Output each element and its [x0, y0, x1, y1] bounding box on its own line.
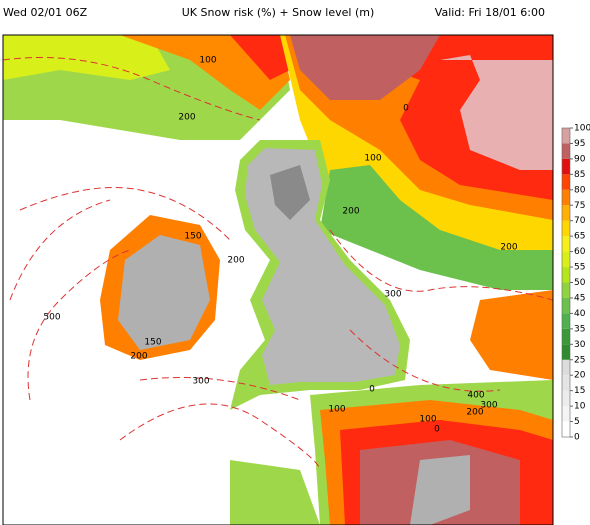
- colorbar-label: 40: [574, 309, 586, 319]
- colorbar-swatch: [562, 158, 570, 175]
- contour-label: 0: [369, 385, 375, 395]
- contour: [329, 229, 553, 301]
- colorbar-swatch: [562, 313, 570, 329]
- header-run: Wed 02/01 06Z: [3, 6, 88, 19]
- land-high: [270, 165, 310, 220]
- colorbar-label: 70: [574, 216, 586, 226]
- snow-band: [3, 35, 170, 80]
- contour-label: 150: [184, 232, 201, 242]
- colorbar-swatch: [562, 390, 570, 407]
- contour-label: 0: [403, 104, 409, 114]
- colorbar-swatch: [562, 267, 570, 283]
- colorbar-label: 10: [574, 402, 586, 412]
- contour-label: 150: [144, 338, 161, 348]
- contour-label: 200: [466, 408, 483, 418]
- colorbar-swatch: [562, 375, 570, 391]
- colorbar-swatch: [562, 282, 570, 298]
- contour-label: 300: [192, 377, 209, 387]
- land: [118, 235, 210, 350]
- contour-label: 200: [227, 256, 244, 266]
- colorbar-label: 95: [574, 139, 585, 149]
- colorbar-swatch: [562, 189, 570, 206]
- colorbar-swatch: [562, 328, 570, 345]
- contour: [119, 403, 321, 471]
- contour-label: 100: [328, 405, 345, 415]
- snow-band: [230, 460, 320, 525]
- colorbar: 0 5 10 15 20 25 30 35 40 45 50 55 60 65 70 75 80 85 90 95 10…: [561, 124, 590, 443]
- colorbar-label: 90: [574, 154, 586, 164]
- colorbar-swatch: [562, 297, 570, 314]
- map: [2, 34, 554, 525]
- contour-label: 0: [434, 425, 440, 435]
- colorbar-label: 100: [574, 124, 590, 134]
- snow-band: [290, 35, 440, 100]
- land: [410, 455, 470, 525]
- contour: [349, 329, 501, 392]
- colorbar-label: 85: [574, 170, 585, 180]
- colorbar-swatch: [562, 174, 570, 190]
- contour: [3, 57, 261, 121]
- contour-label: 100: [419, 415, 436, 425]
- contour-label: 100: [199, 56, 216, 66]
- contour-labels: 1002000100200150200200300500150200300040…: [43, 56, 517, 435]
- colorbar-swatch: [562, 236, 570, 252]
- colorbar-swatch: [562, 421, 570, 437]
- colorbar-label: 75: [574, 201, 585, 211]
- contour-label: 100: [364, 154, 381, 164]
- snow-band: [320, 165, 553, 290]
- contour-label: 200: [130, 352, 147, 362]
- contour-label: 200: [500, 243, 517, 253]
- colorbar-label: 60: [574, 247, 586, 257]
- colorbar-swatch: [562, 128, 570, 144]
- colorbar-label: 50: [574, 278, 586, 288]
- colorbar-label: 80: [574, 185, 586, 195]
- colorbar-label: 25: [574, 355, 585, 365]
- colorbar-swatch: [562, 344, 570, 360]
- colorbar-swatch: [562, 143, 570, 159]
- colorbar-swatch: [562, 205, 570, 221]
- colorbar-label: 0: [574, 433, 580, 443]
- contour-label: 400: [467, 391, 484, 401]
- contour-label: 300: [480, 401, 497, 411]
- contour-label: 300: [384, 290, 401, 300]
- colorbar-swatch: [562, 359, 570, 376]
- colorbar-swatch: [562, 406, 570, 422]
- snow-band: [470, 290, 553, 380]
- contour: [19, 187, 231, 241]
- header-valid: Valid: Fri 18/01 6:00: [435, 6, 545, 19]
- header-title: UK Snow risk (%) + Snow level (m): [182, 6, 375, 19]
- snow-band: [230, 35, 290, 80]
- colorbar-label: 35: [574, 324, 585, 334]
- colorbar-label: 55: [574, 263, 585, 273]
- colorbar-label: 45: [574, 293, 585, 303]
- colorbar-label: 15: [574, 386, 585, 396]
- colorbar-label: 20: [574, 371, 586, 381]
- snow-band: [440, 55, 553, 170]
- contour-label: 200: [178, 113, 195, 123]
- contour: [139, 377, 301, 401]
- map-frame: [2, 34, 554, 525]
- colorbar-label: 30: [574, 340, 586, 350]
- contour-label: 200: [342, 207, 359, 217]
- colorbar-label: 65: [574, 232, 585, 242]
- colorbar-swatch: [562, 220, 570, 237]
- colorbar-swatch: [562, 251, 570, 268]
- contour-label: 500: [43, 313, 60, 323]
- colorbar-label: 5: [574, 417, 580, 427]
